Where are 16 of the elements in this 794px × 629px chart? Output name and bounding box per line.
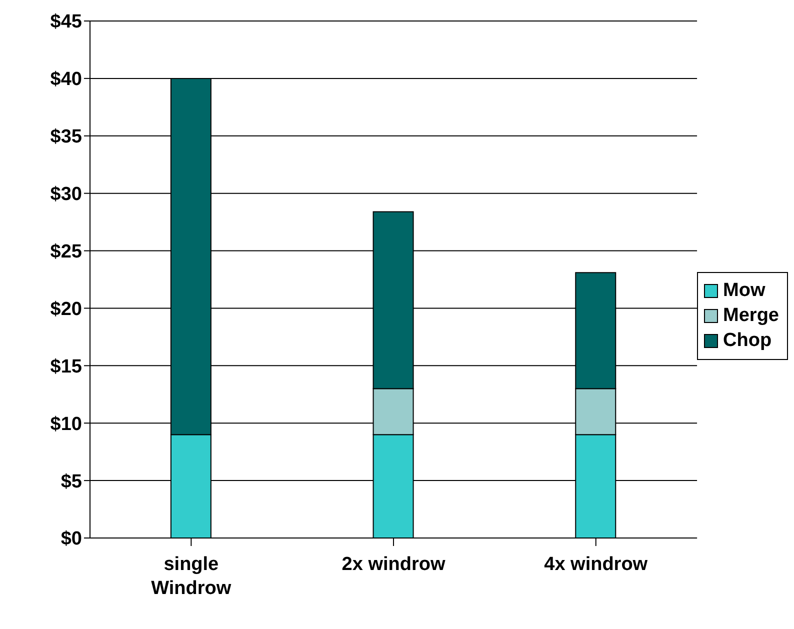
y-tick-label: $10 bbox=[50, 414, 82, 435]
y-tick-label: $40 bbox=[50, 69, 82, 90]
x-tick-label: 4x windrow bbox=[544, 554, 648, 575]
legend-label: Chop bbox=[723, 330, 772, 352]
legend-label: Merge bbox=[723, 304, 779, 326]
y-tick-label: $30 bbox=[50, 184, 82, 206]
y-tick-label: $0 bbox=[60, 528, 82, 550]
y-tick-label: $25 bbox=[50, 242, 82, 263]
x-tick-label: single Windrow bbox=[151, 554, 232, 599]
y-tick-label: $45 bbox=[50, 12, 82, 33]
y-tick-label: $15 bbox=[50, 356, 82, 378]
y-tick-label: $35 bbox=[50, 126, 82, 148]
x-tick-label: 2x windrow bbox=[342, 554, 446, 575]
y-tick-label: $20 bbox=[50, 298, 82, 320]
legend-label: Mow bbox=[723, 280, 766, 302]
y-tick-label: $5 bbox=[60, 471, 82, 492]
